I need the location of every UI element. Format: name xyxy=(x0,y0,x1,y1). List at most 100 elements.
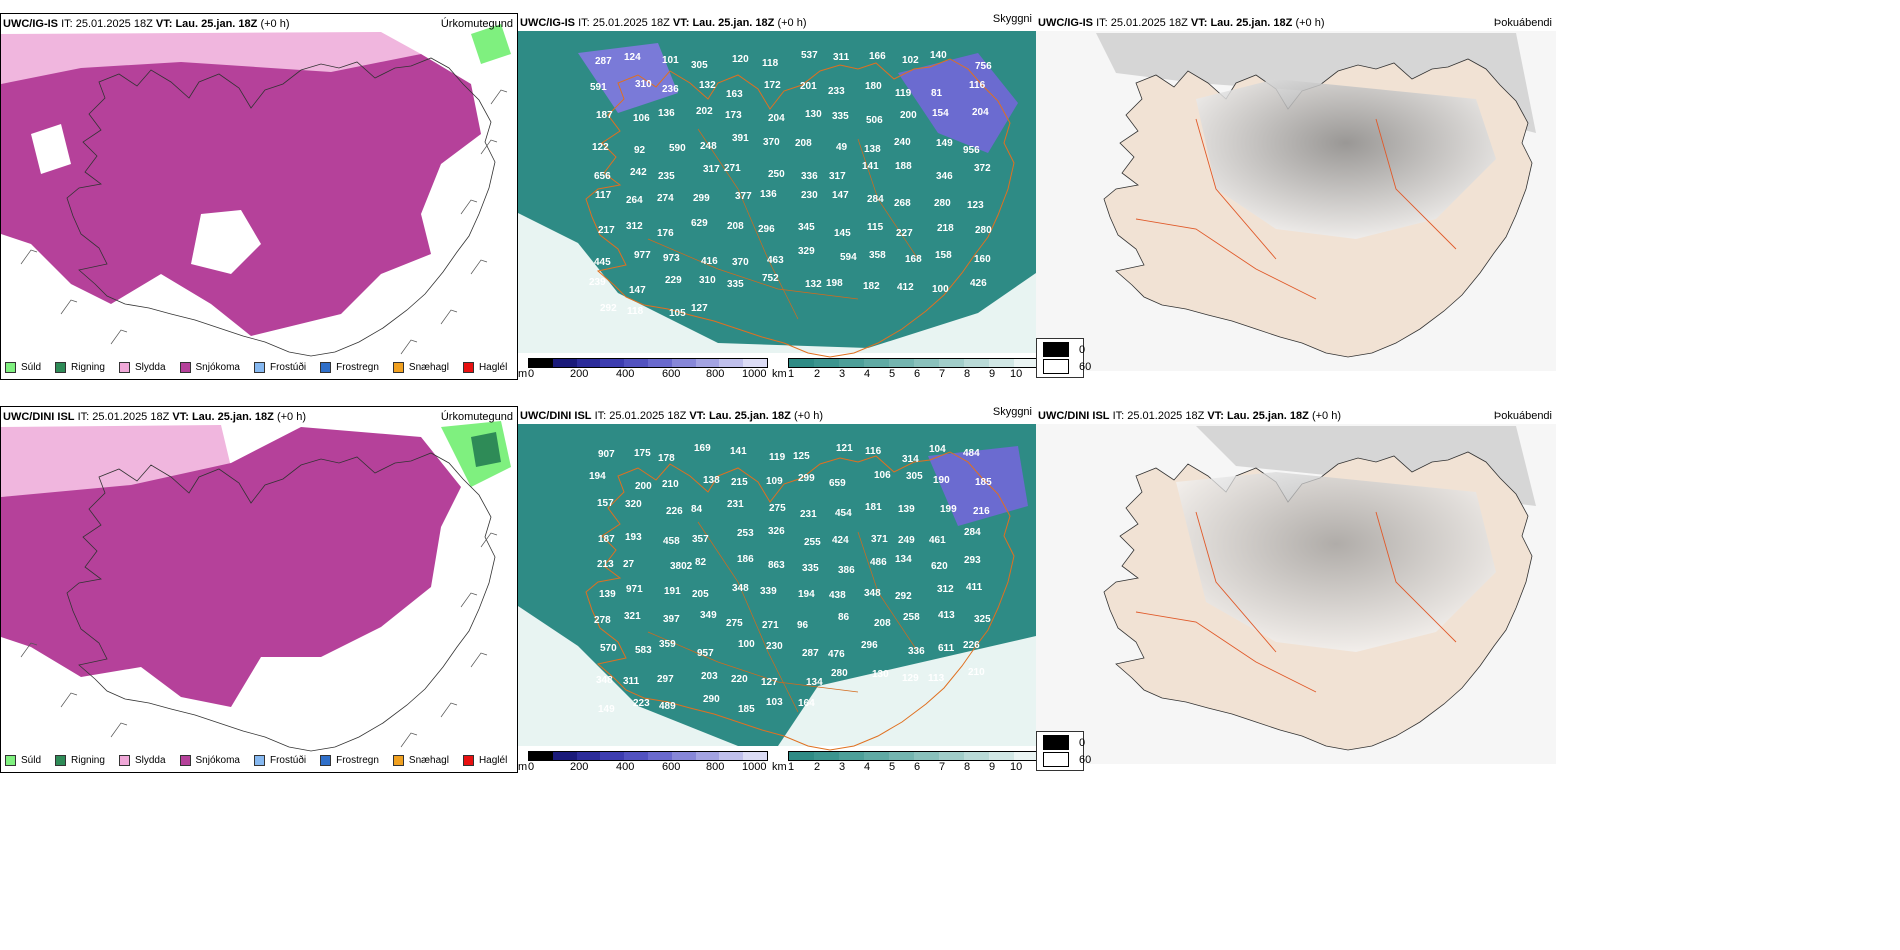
ceiling-value-label: 100 xyxy=(738,639,755,650)
legend-item: Frostúði xyxy=(253,755,306,766)
panel-product-name: Þokuábendi xyxy=(1493,410,1552,422)
ceiling-value-label: 659 xyxy=(829,478,846,489)
ceiling-value-label: 274 xyxy=(657,193,674,204)
visibility-panel-bottom: 907 175 178 169 141 119 125 121 116 314 104 484 194 2… xyxy=(518,406,1036,773)
ceiling-value-label: 166 xyxy=(869,51,886,62)
ceiling-value-label: 311 xyxy=(833,52,850,63)
visibility-tick: 8 xyxy=(964,761,971,773)
ceiling-value-label: 172 xyxy=(764,80,781,91)
ceiling-value-label: 118 xyxy=(627,306,644,317)
ceiling-value-label: 239 xyxy=(589,277,606,288)
visibility-tick: 6 xyxy=(914,761,921,773)
visibility-tick: 3 xyxy=(839,368,846,380)
legend-item: Haglél xyxy=(462,755,507,766)
legend-item: Frostregn xyxy=(320,755,379,766)
ceiling-value-label: 193 xyxy=(625,532,642,543)
ceiling-value-label: 105 xyxy=(669,308,686,319)
ceiling-value-label: 358 xyxy=(869,250,886,261)
ceiling-value-label: 213 xyxy=(597,559,614,570)
ceiling-value-label: 230 xyxy=(801,190,818,201)
ceiling-value-label: 201 xyxy=(800,81,817,92)
ceiling-value-label: 537 xyxy=(801,50,818,61)
fog-panel-bottom: UWC/DINI ISL IT: 25.01.2025 18Z VT: Lau.… xyxy=(1036,406,1556,773)
ceiling-value-label: 157 xyxy=(597,498,614,509)
ceiling-value-label: 311 xyxy=(623,676,640,687)
ceiling-value-label: 335 xyxy=(802,563,819,574)
fog-panel-top: UWC/IG-IS IT: 25.01.2025 18Z VT: Lau. 25… xyxy=(1036,13,1556,380)
ceiling-value-label: 756 xyxy=(975,61,992,72)
legend-swatch xyxy=(118,755,130,766)
ceiling-value-label: 231 xyxy=(800,509,817,520)
ceiling-value-label: 116 xyxy=(969,80,986,91)
ceiling-value-label: 391 xyxy=(732,133,749,144)
fog-legend: 0 60 xyxy=(1036,731,1091,771)
ceiling-unit: m xyxy=(518,368,528,380)
ceiling-value-label: 292 xyxy=(600,303,617,314)
ceiling-value-label: 296 xyxy=(861,640,878,651)
ceiling-value-label: 240 xyxy=(894,137,911,148)
ceiling-value-label: 973 xyxy=(663,253,680,264)
legend-item: Slydda xyxy=(118,362,166,373)
ceiling-value-label: 227 xyxy=(896,228,913,239)
ceiling-value-label: 424 xyxy=(832,535,849,546)
legend-item: Rigning xyxy=(55,755,105,766)
ceiling-value-label: 290 xyxy=(703,694,720,705)
ceiling-tick: 1000 xyxy=(742,761,767,773)
ceiling-tick: 800 xyxy=(706,368,725,380)
ceiling-value-label: 411 xyxy=(966,582,983,593)
ceiling-value-label: 296 xyxy=(758,224,775,235)
ceiling-value-label: 386 xyxy=(838,565,855,576)
legend-item: Rigning xyxy=(55,362,105,373)
panel-product-name: Úrkomutegund xyxy=(440,18,513,30)
ceiling-value-label: 359 xyxy=(659,639,676,650)
ceiling-value-label: 119 xyxy=(895,88,912,99)
ceiling-value-label: 489 xyxy=(659,701,676,712)
ceiling-value-label: 348 xyxy=(596,675,613,686)
ceiling-value-label: 312 xyxy=(626,221,643,232)
ceiling-value-label: 346 xyxy=(936,171,953,182)
ceiling-value-label: 190 xyxy=(933,475,950,486)
ceiling-value-label: 292 xyxy=(895,591,912,602)
ceiling-value-label: 317 xyxy=(829,171,846,182)
ceiling-value-label: 134 xyxy=(806,677,823,688)
ceiling-value-label: 264 xyxy=(626,195,643,206)
ceiling-value-label: 293 xyxy=(964,555,981,566)
visibility-tick: 4 xyxy=(864,761,871,773)
ceiling-value-label: 413 xyxy=(938,610,955,621)
ceiling-value-label: 229 xyxy=(665,275,682,286)
ceiling-value-label: 357 xyxy=(692,534,709,545)
ceiling-value-label: 372 xyxy=(974,163,991,174)
ceiling-value-label: 208 xyxy=(874,618,891,629)
fog-swatch-dark xyxy=(1043,342,1069,357)
legend-item: Frostúði xyxy=(253,362,306,373)
ceiling-value-label: 377 xyxy=(735,191,752,202)
ceiling-value-label: 100 xyxy=(932,284,949,295)
ceiling-value-label: 102 xyxy=(902,55,919,66)
ceiling-value-label: 173 xyxy=(725,110,742,121)
ceiling-tick: 1000 xyxy=(742,368,767,380)
ceiling-value-label: 106 xyxy=(633,113,650,124)
ceiling-unit: m xyxy=(518,761,528,773)
ceiling-value-label: 136 xyxy=(658,108,675,119)
legend-swatch xyxy=(253,755,265,766)
ceiling-value-label: 426 xyxy=(970,278,987,289)
ceiling-value-label: 138 xyxy=(703,475,720,486)
ceiling-value-label: 116 xyxy=(865,446,882,457)
legend-item: Snjókoma xyxy=(179,755,240,766)
ceiling-tick: 600 xyxy=(662,368,681,380)
ceiling-value-label: 199 xyxy=(940,504,957,515)
ceiling-value-label: 127 xyxy=(761,677,778,688)
ceiling-value-label: 305 xyxy=(906,471,923,482)
ceiling-value-label: 284 xyxy=(964,527,981,538)
legend-swatch xyxy=(320,755,332,766)
ceiling-value-label: 957 xyxy=(697,648,714,659)
ceiling-value-label: 154 xyxy=(932,108,949,119)
ceiling-value-label: 122 xyxy=(592,142,609,153)
ceiling-value-label: 310 xyxy=(699,275,716,286)
ceiling-value-label: 218 xyxy=(937,223,954,234)
ceiling-value-label: 235 xyxy=(658,171,675,182)
ceiling-value-label: 138 xyxy=(864,144,881,155)
ceiling-value-label: 275 xyxy=(769,503,786,514)
ceiling-value-label: 115 xyxy=(867,222,884,233)
ceiling-value-label: 570 xyxy=(600,643,617,654)
